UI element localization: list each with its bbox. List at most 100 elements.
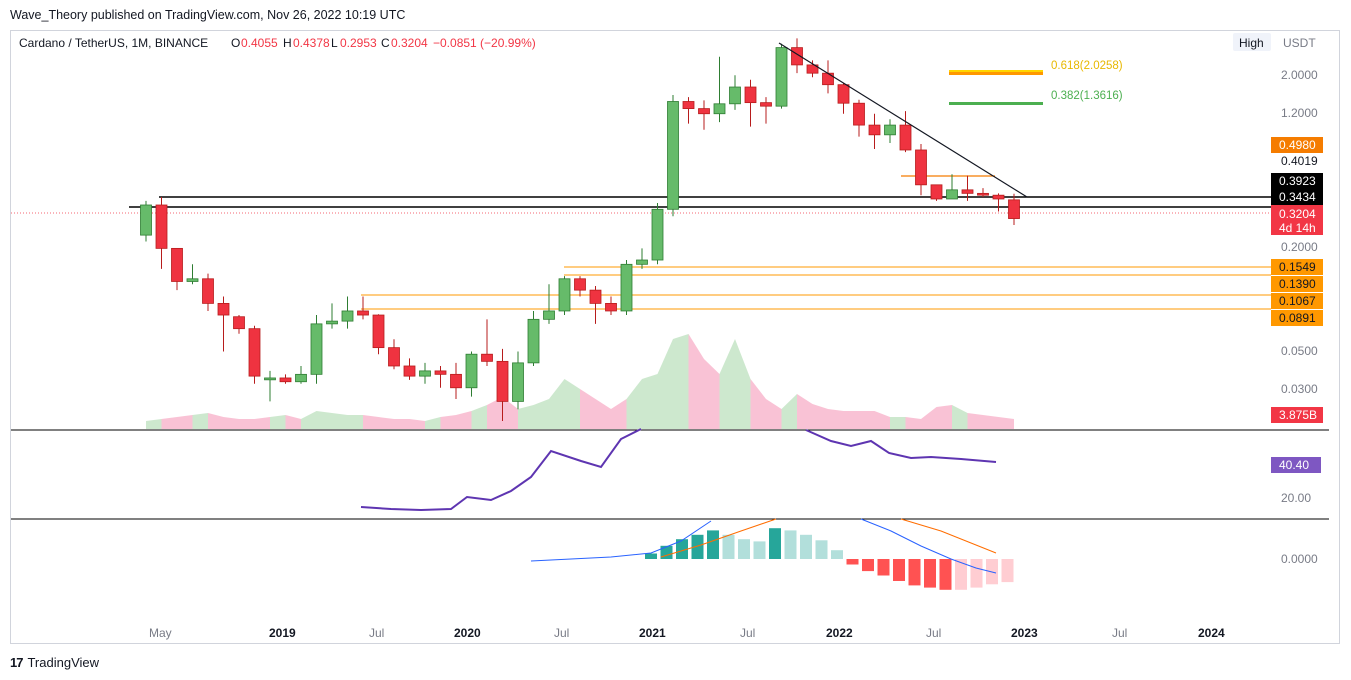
price-label-bg: [1271, 310, 1323, 326]
legend-l-label: L: [331, 36, 338, 50]
volume-area-segment: [874, 411, 890, 429]
candle-body: [558, 278, 571, 312]
candle-body: [884, 124, 896, 136]
time-tick: Jul: [554, 626, 569, 640]
price-label-bg: [1271, 276, 1323, 292]
volume-area-segment: [890, 417, 906, 429]
legend-h-label: H: [283, 36, 292, 50]
fib-line-0618-top: [949, 70, 1043, 72]
candle-body: [140, 204, 152, 236]
volume-area-segment: [688, 334, 704, 429]
candle-body: [667, 101, 679, 210]
volume-area-segment: [409, 419, 425, 429]
macd-histogram-bar: [707, 530, 719, 559]
price-labels: 0.4980 0.3923 0.3434 0.3204 4d 14h 0.154…: [1271, 137, 1323, 423]
macd-histogram-bar: [893, 559, 905, 581]
last-price-label: 0.3204: [1279, 207, 1316, 221]
legend-change: −0.0851 (−20.99%): [433, 36, 536, 50]
chart-canvas[interactable]: Cardano / TetherUS, 1M, BINANCE O 0.4055…: [11, 31, 1339, 643]
candle-body: [450, 373, 462, 389]
chart-frame[interactable]: Cardano / TetherUS, 1M, BINANCE O 0.4055…: [10, 30, 1340, 644]
volume-area-segment: [983, 415, 999, 429]
volume-area-segment: [673, 334, 689, 429]
candle-body: [1008, 199, 1020, 219]
macd-histogram-bar: [784, 530, 797, 559]
candle-body: [202, 278, 214, 304]
macd-histogram-bar: [955, 559, 967, 590]
price-tick: 0.0300: [1281, 382, 1318, 396]
volume-area-segment: [146, 419, 162, 429]
candle-body: [481, 353, 493, 362]
volume-area-segment: [781, 394, 797, 429]
volume-area-segment: [921, 407, 937, 429]
legend-o-value: 0.4055: [241, 36, 278, 50]
volume-area-segment: [192, 413, 208, 429]
candle-body: [434, 370, 447, 375]
fib-line-0618[interactable]: [949, 71, 1043, 75]
candle-body: [279, 377, 292, 383]
price-label-bg: [1271, 293, 1323, 309]
price-tick: 0.2000: [1281, 240, 1318, 254]
tradingview-logo[interactable]: 17 TradingView: [10, 655, 99, 670]
macd-histogram-bar: [676, 539, 688, 559]
volume-area-segment: [177, 415, 193, 429]
volume-area-segment: [533, 399, 549, 429]
candle-body: [310, 323, 323, 375]
scale-mode-button[interactable]: High: [1239, 36, 1264, 50]
volume-area-segment: [502, 397, 518, 429]
candle-body: [698, 108, 710, 115]
candle-body: [868, 124, 881, 136]
candle-body: [295, 373, 307, 383]
volume-area-segment: [549, 379, 565, 429]
volume-area-segment: [456, 411, 472, 429]
candle-body: [357, 310, 369, 316]
price-axis[interactable]: 2.0000 1.2000 0.4019 0.2000 0.0500 0.030…: [1281, 68, 1318, 396]
rsi-line-segment: [805, 429, 997, 463]
macd-histogram-bar: [800, 534, 812, 559]
candle-body: [465, 353, 478, 389]
macd-histogram-bar: [691, 534, 704, 559]
scale-mode-button-bg[interactable]: [1233, 33, 1271, 51]
time-tick: 2021: [639, 626, 666, 640]
candle-body: [233, 316, 245, 330]
time-tick: 2023: [1011, 626, 1038, 640]
candle-body: [729, 86, 741, 105]
candle-body: [946, 189, 958, 200]
candle-body: [915, 149, 927, 186]
candle-body: [636, 259, 648, 265]
macd-histogram-bar: [877, 559, 890, 576]
horizontal-levels: [11, 175, 1271, 310]
volume-area-segment: [812, 404, 828, 429]
bar-countdown: 4d 14h: [1279, 221, 1316, 235]
macd-indicator: [530, 518, 1014, 590]
macd-histogram-bar: [970, 559, 983, 588]
legend-o-label: O: [231, 36, 240, 50]
descending-trendline[interactable]: [778, 42, 1028, 198]
candle-body: [326, 320, 338, 325]
volume-area-segment: [316, 411, 332, 429]
legend: Cardano / TetherUS, 1M, BINANCE O 0.4055…: [19, 36, 536, 50]
candle-body: [403, 365, 416, 377]
macd-line: [530, 520, 712, 562]
volume-area-segment: [704, 359, 720, 429]
fib-line-0382[interactable]: [949, 102, 1043, 105]
legend-symbol: Cardano / TetherUS, 1M, BINANCE: [19, 36, 208, 50]
macd-histogram-bar: [862, 559, 874, 572]
volume-area-segment: [440, 415, 456, 429]
volume-area-segment: [719, 339, 735, 429]
volume-area-segment: [595, 399, 611, 429]
legend-c-value: 0.3204: [391, 36, 428, 50]
candle-body: [713, 103, 726, 115]
price-label-0139: 0.1390: [1279, 277, 1316, 291]
price-label-00891: 0.0891: [1279, 311, 1316, 325]
candle-body: [512, 362, 524, 402]
volume-area-segment: [270, 415, 286, 429]
candle-body: [992, 194, 1005, 200]
legend-c-label: C: [381, 36, 390, 50]
volume-area-segment: [301, 411, 317, 429]
price-label-03434: 0.3434: [1279, 190, 1316, 204]
candle-body: [248, 328, 261, 377]
time-axis[interactable]: May 2019 Jul 2020 Jul 2021 Jul 2022 Jul …: [149, 626, 1225, 640]
macd-histogram-bar: [1001, 559, 1014, 583]
fib-label-0618: 0.618(2.0258): [1051, 60, 1123, 72]
